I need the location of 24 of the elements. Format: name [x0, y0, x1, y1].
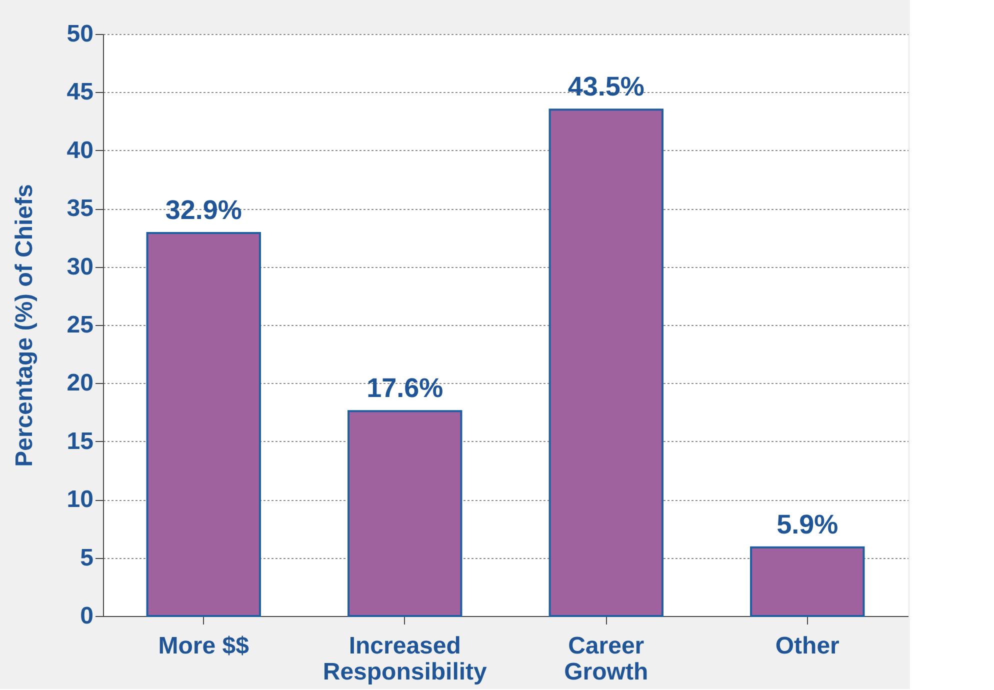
bar — [750, 546, 865, 617]
y-tick-label: 10 — [66, 486, 94, 514]
y-tick-label: 5 — [80, 544, 94, 572]
y-tick-label: 45 — [66, 78, 94, 106]
y-tick-label: 0 — [80, 602, 94, 630]
bar — [348, 410, 462, 617]
y-tick-label: 50 — [66, 20, 94, 48]
x-tick-label: More $$ — [158, 632, 250, 660]
x-tick-label: Career Growth — [564, 632, 648, 686]
bar — [146, 232, 261, 617]
y-tick-label: 15 — [66, 428, 94, 455]
y-tick-label: 30 — [66, 253, 94, 280]
y-tick-label: 20 — [66, 370, 94, 397]
bar — [548, 108, 664, 617]
data-label: 17.6% — [366, 373, 444, 404]
x-tick-label: Increased Responsibility — [322, 632, 488, 686]
y-tick-label: 35 — [66, 195, 94, 222]
y-axis-title: Percentage (%) of Chiefs — [10, 184, 38, 467]
data-label: 5.9% — [776, 509, 838, 540]
data-label: 32.9% — [165, 195, 242, 226]
data-label: 43.5% — [568, 72, 644, 102]
x-tick-label: Other — [775, 632, 840, 660]
y-tick-label: 25 — [66, 312, 94, 338]
y-tick-label: 40 — [66, 136, 94, 164]
